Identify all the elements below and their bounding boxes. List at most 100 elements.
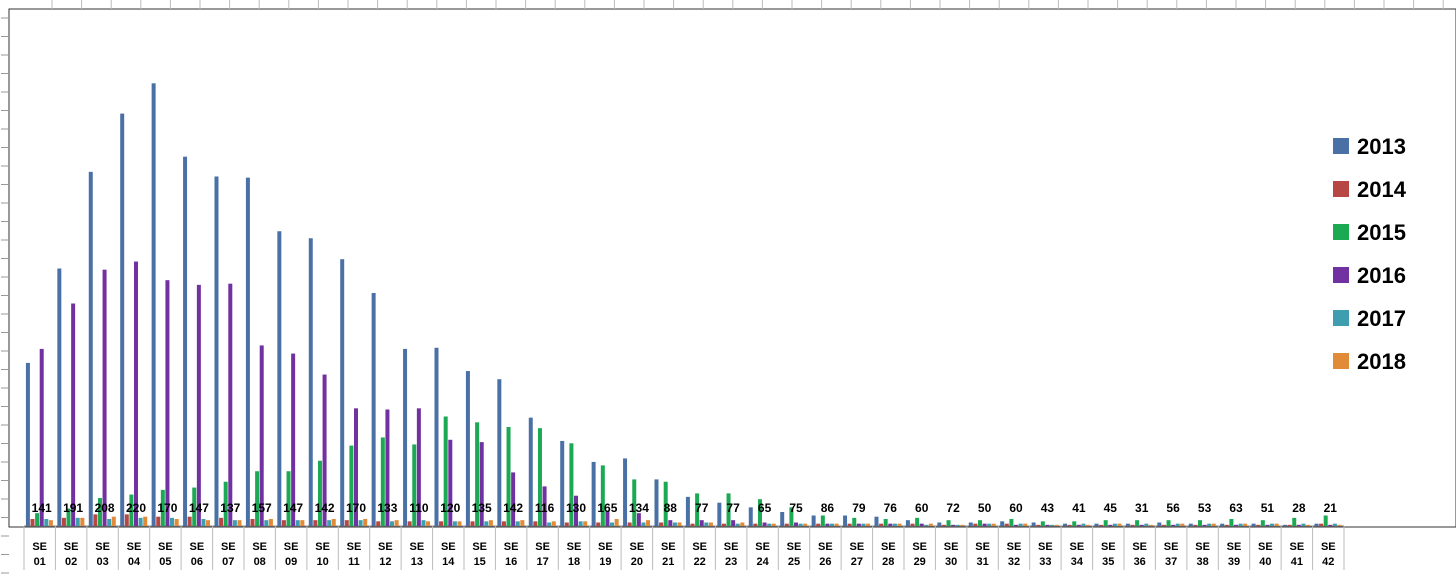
data-label: 65 (758, 501, 772, 515)
bar-2016 (825, 523, 830, 526)
bar-2017 (390, 521, 395, 526)
bar-2013 (183, 156, 188, 526)
bar-2018 (143, 516, 148, 526)
bar-2016 (385, 409, 390, 526)
bar-2016 (1328, 524, 1333, 527)
bar-2018 (897, 523, 902, 526)
bar-2015 (192, 487, 197, 527)
bar-2014 (250, 519, 255, 526)
bar-2013 (1157, 522, 1162, 526)
bar-2014 (533, 521, 538, 526)
bar-2016 (291, 353, 296, 526)
bar-2015 (537, 428, 542, 526)
bar-2014 (847, 523, 852, 526)
data-label: 165 (597, 501, 617, 515)
legend-label-2017: 2017 (1357, 306, 1406, 331)
bar-2014 (1161, 524, 1166, 527)
legend: 2013 2014 2015 2016 2017 2018 (1333, 134, 1407, 374)
bar-2018 (771, 523, 776, 526)
bar-2017 (1238, 523, 1243, 526)
bar-2017 (924, 524, 929, 527)
bar-2017 (327, 520, 332, 526)
bar-2017 (1175, 523, 1180, 526)
bar-2013 (120, 113, 125, 526)
bar-2014 (973, 523, 978, 526)
bar-2013 (1220, 523, 1225, 526)
bar-2015 (475, 422, 480, 526)
bar-2014 (1067, 524, 1072, 527)
data-label: 137 (220, 501, 240, 515)
bar-2017 (641, 522, 646, 526)
bar-2016 (1202, 524, 1207, 527)
x-tick-label: SE 14 (441, 541, 456, 568)
bar-2013 (1251, 523, 1256, 526)
data-label: 31 (1135, 501, 1149, 515)
data-label: 86 (821, 501, 835, 515)
x-tick-label: SE 18 (567, 541, 582, 568)
x-tick-label: SE 36 (1132, 541, 1147, 568)
bar-2017 (1332, 523, 1337, 526)
bar-2017 (1270, 523, 1275, 526)
bar-2016 (1171, 524, 1176, 527)
bar-2015 (380, 437, 385, 526)
bar-2018 (237, 520, 242, 526)
bar-2018 (268, 519, 273, 526)
bar-2014 (187, 516, 192, 526)
bar-2015 (1103, 520, 1108, 526)
x-tick-label: SE 24 (755, 541, 770, 568)
bar-2017 (735, 523, 740, 526)
x-tick-label: SE 02 (64, 541, 79, 568)
x-tick-label: SE 33 (1038, 541, 1053, 568)
bar-2016 (605, 510, 610, 527)
bar-2014 (596, 522, 601, 526)
bar-2013 (403, 348, 408, 526)
bar-2017 (547, 522, 552, 526)
bar-2016 (448, 439, 453, 526)
bar-2014 (219, 517, 224, 527)
bar-2018 (1148, 524, 1153, 527)
x-tick-label: SE 04 (127, 541, 142, 568)
legend-swatch-2017 (1333, 310, 1349, 326)
x-tick-label: SE 32 (1007, 541, 1022, 568)
bar-2013 (843, 515, 848, 526)
legend-swatch-2014 (1333, 181, 1349, 197)
data-label: 147 (189, 501, 209, 515)
bar-2018 (960, 524, 965, 527)
bar-2016 (1139, 524, 1144, 527)
data-label: 56 (1166, 501, 1180, 515)
bar-2013 (245, 177, 250, 526)
bar-2018 (1117, 523, 1122, 526)
bar-2018 (174, 519, 179, 526)
bar-2013 (308, 238, 313, 526)
data-label: 133 (377, 501, 397, 515)
bar-2015 (1323, 515, 1328, 526)
data-label: 120 (440, 501, 460, 515)
bar-2017 (578, 521, 583, 526)
bar-2015 (506, 426, 511, 527)
bar-2018 (457, 521, 462, 526)
bar-2016 (919, 523, 924, 526)
bar-2017 (1207, 523, 1212, 526)
bar-2017 (987, 523, 992, 526)
bar-2017 (107, 519, 112, 526)
bar-2017 (421, 520, 426, 526)
bar-2013 (623, 458, 628, 526)
data-label: 208 (95, 501, 115, 515)
bar-2018 (991, 523, 996, 526)
data-label: 130 (566, 501, 586, 515)
bar-2016 (1234, 524, 1238, 527)
bar-2017 (1018, 523, 1023, 526)
bar-2014 (1004, 523, 1009, 526)
bar-2014 (941, 524, 946, 527)
data-label: 220 (126, 501, 146, 515)
data-label: 50 (978, 501, 992, 515)
bar-2014 (690, 523, 695, 526)
legend-swatch-2015 (1333, 224, 1349, 240)
x-tick-label: SE 16 (504, 541, 519, 568)
bar-2017 (232, 520, 237, 526)
bar-2015 (66, 508, 71, 526)
bar-2018 (488, 520, 493, 526)
bar-2018 (363, 519, 368, 526)
bar-2016 (982, 523, 987, 526)
